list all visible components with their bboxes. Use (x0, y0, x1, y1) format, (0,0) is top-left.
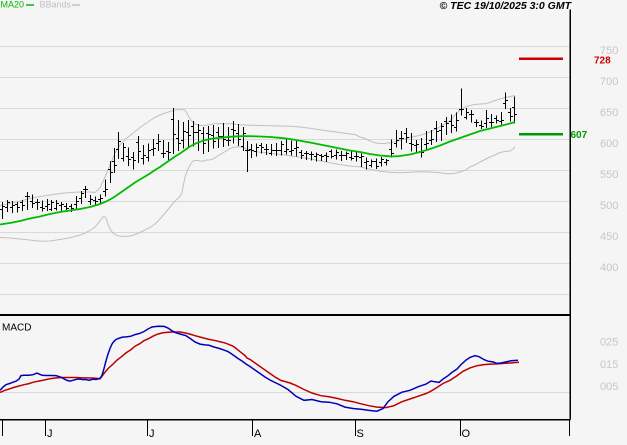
svg-text:550: 550 (600, 169, 618, 181)
svg-text:A: A (254, 428, 262, 440)
svg-text:O: O (462, 428, 471, 440)
svg-text:MA20: MA20 (1, 0, 25, 10)
svg-text:BBands: BBands (40, 0, 72, 10)
svg-text:500: 500 (600, 200, 618, 212)
svg-text:607: 607 (571, 130, 588, 141)
svg-text:015: 015 (600, 359, 618, 371)
svg-text:S: S (357, 428, 364, 440)
svg-text:600: 600 (600, 138, 618, 150)
svg-text:MACD: MACD (2, 323, 31, 334)
svg-text:J: J (149, 428, 155, 440)
svg-text:650: 650 (600, 107, 618, 119)
svg-text:025: 025 (600, 336, 618, 348)
svg-text:005: 005 (600, 381, 618, 393)
svg-text:700: 700 (600, 76, 618, 88)
svg-text:750: 750 (600, 45, 618, 57)
svg-text:728: 728 (594, 56, 611, 67)
svg-text:400: 400 (600, 262, 618, 274)
svg-text:J: J (47, 428, 53, 440)
svg-text:450: 450 (600, 231, 618, 243)
svg-text:© TEC 19/10/2025 3:0 GMT: © TEC 19/10/2025 3:0 GMT (440, 0, 573, 12)
